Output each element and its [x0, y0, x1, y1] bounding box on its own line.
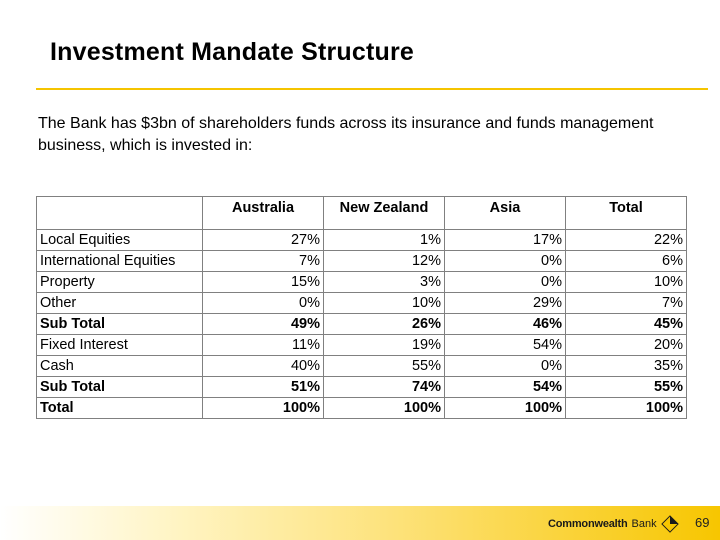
value-cell: 10%: [323, 292, 445, 314]
header-cell: Australia: [202, 196, 324, 230]
table-body: Local Equities 27% 1% 17% 22% International E…: [36, 229, 687, 419]
value-cell: 55%: [565, 376, 687, 398]
value-cell: 29%: [444, 292, 566, 314]
value-cell: 100%: [323, 397, 445, 419]
value-cell: 0%: [444, 355, 566, 377]
value-cell: 20%: [565, 334, 687, 356]
value-cell: 1%: [323, 229, 445, 251]
table-header-row: Australia New Zealand Asia Total: [36, 196, 687, 230]
value-cell: 51%: [202, 376, 324, 398]
table-row: Other 0% 10% 29% 7%: [36, 292, 687, 314]
value-cell: 11%: [202, 334, 324, 356]
table-row: International Equities 7% 12% 0% 6%: [36, 250, 687, 272]
value-cell: 40%: [202, 355, 324, 377]
value-cell: 0%: [202, 292, 324, 314]
value-cell: 26%: [323, 313, 445, 335]
table-row: Sub Total 51% 74% 54% 55%: [36, 376, 687, 398]
row-label: Total: [36, 397, 203, 419]
value-cell: 0%: [444, 271, 566, 293]
value-cell: 0%: [444, 250, 566, 272]
value-cell: 54%: [444, 376, 566, 398]
commonwealth-bank-diamond-icon: [660, 515, 679, 533]
row-label: Sub Total: [36, 313, 203, 335]
value-cell: 6%: [565, 250, 687, 272]
footer-band: [0, 506, 720, 540]
table-row: Fixed Interest 11% 19% 54% 20%: [36, 334, 687, 356]
value-cell: 100%: [202, 397, 324, 419]
value-cell: 45%: [565, 313, 687, 335]
table-row: Local Equities 27% 1% 17% 22%: [36, 229, 687, 251]
value-cell: 22%: [565, 229, 687, 251]
row-label: Property: [36, 271, 203, 293]
table-row: Total 100% 100% 100% 100%: [36, 397, 687, 419]
mandate-table: Australia New Zealand Asia Total Local E…: [36, 196, 687, 419]
row-label: Fixed Interest: [36, 334, 203, 356]
table-row: Property 15% 3% 0% 10%: [36, 271, 687, 293]
value-cell: 27%: [202, 229, 324, 251]
value-cell: 74%: [323, 376, 445, 398]
row-label: Other: [36, 292, 203, 314]
row-label: Local Equities: [36, 229, 203, 251]
table-row: Cash 40% 55% 0% 35%: [36, 355, 687, 377]
table-row: Sub Total 49% 26% 46% 45%: [36, 313, 687, 335]
value-cell: 19%: [323, 334, 445, 356]
row-label: Sub Total: [36, 376, 203, 398]
value-cell: 10%: [565, 271, 687, 293]
row-label: International Equities: [36, 250, 203, 272]
header-cell: Asia: [444, 196, 566, 230]
title-divider: [36, 88, 708, 90]
value-cell: 7%: [565, 292, 687, 314]
value-cell: 49%: [202, 313, 324, 335]
logo-text-bold: Commonwealth: [548, 518, 628, 530]
bank-logo: Commonwealth Bank: [548, 514, 679, 534]
page-number: 69: [695, 515, 710, 530]
value-cell: 35%: [565, 355, 687, 377]
value-cell: 7%: [202, 250, 324, 272]
value-cell: 17%: [444, 229, 566, 251]
value-cell: 15%: [202, 271, 324, 293]
value-cell: 12%: [323, 250, 445, 272]
slide-title: Investment Mandate Structure: [50, 38, 415, 66]
header-cell: [36, 196, 203, 230]
header-cell: Total: [565, 196, 687, 230]
row-label: Cash: [36, 355, 203, 377]
header-cell: New Zealand: [323, 196, 445, 230]
logo-text-regular: Bank: [631, 518, 657, 530]
value-cell: 100%: [444, 397, 566, 419]
value-cell: 55%: [323, 355, 445, 377]
value-cell: 54%: [444, 334, 566, 356]
intro-text: The Bank has $3bn of shareholders funds …: [38, 115, 654, 154]
value-cell: 100%: [565, 397, 687, 419]
value-cell: 46%: [444, 313, 566, 335]
value-cell: 3%: [323, 271, 445, 293]
